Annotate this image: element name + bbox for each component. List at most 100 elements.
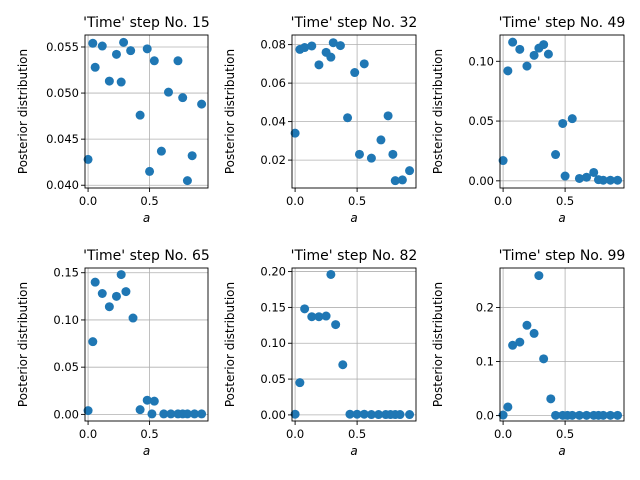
- data-point: [88, 337, 98, 347]
- data-point: [522, 320, 532, 330]
- data-point: [197, 409, 207, 419]
- data-point: [390, 176, 400, 186]
- data-point: [335, 41, 345, 51]
- y-tick-label: 0.00: [468, 174, 494, 188]
- subplot-title: 'Time' step No. 65: [83, 248, 210, 264]
- data-point: [83, 154, 93, 164]
- data-point: [605, 410, 615, 420]
- y-tick-label: 0.055: [46, 40, 79, 54]
- data-point: [97, 289, 107, 298]
- x-axis-label: a: [143, 211, 150, 225]
- x-tick-label: 0.5: [140, 194, 158, 208]
- data-point: [551, 410, 561, 420]
- data-point: [314, 60, 324, 70]
- data-point: [558, 118, 568, 128]
- subplot-4: 0.0 0.5 0.00 0.05 0.10 0.15 'Time' step No. 65…: [16, 248, 210, 458]
- x-tick-label: 0.0: [286, 427, 304, 441]
- data-point: [498, 156, 508, 166]
- data-point: [300, 304, 310, 314]
- data-point: [503, 66, 513, 76]
- x-tick-label: 0.0: [494, 427, 512, 441]
- data-point: [354, 149, 364, 159]
- data-point: [352, 409, 362, 419]
- data-point: [338, 360, 348, 370]
- data-point: [314, 312, 324, 322]
- data-point: [405, 166, 415, 176]
- data-point: [567, 410, 577, 420]
- y-axis-label: Posterior distribution: [431, 49, 445, 174]
- x-axis-label: a: [350, 444, 357, 458]
- data-point: [104, 302, 114, 312]
- data-point: [613, 175, 623, 185]
- data-point: [589, 167, 599, 177]
- data-point: [503, 402, 513, 412]
- data-point: [126, 46, 136, 56]
- data-point: [159, 409, 169, 419]
- data-point: [135, 405, 145, 415]
- data-point: [104, 76, 114, 86]
- data-point: [350, 68, 360, 78]
- data-point: [613, 410, 623, 420]
- data-point: [359, 59, 369, 69]
- data-point: [546, 394, 556, 404]
- data-point: [182, 409, 192, 419]
- data-point: [197, 99, 207, 109]
- data-point: [605, 175, 615, 185]
- data-point: [539, 354, 549, 364]
- data-point: [290, 128, 300, 138]
- data-point: [111, 49, 121, 59]
- x-tick-label: 0.5: [556, 427, 574, 441]
- y-tick-label: 0.045: [46, 132, 79, 146]
- subplot-title: 'Time' step No. 32: [291, 15, 418, 31]
- data-point: [326, 269, 336, 279]
- x-tick-label: 0.0: [286, 194, 304, 208]
- data-point: [142, 395, 152, 405]
- data-point: [145, 166, 155, 176]
- x-axis-label: a: [558, 444, 565, 458]
- x-tick-label: 0.5: [140, 427, 158, 441]
- data-point: [560, 171, 570, 181]
- data-point: [307, 312, 317, 322]
- data-point: [405, 410, 415, 420]
- data-point: [508, 340, 518, 350]
- data-point: [116, 77, 126, 87]
- x-tick-label: 0.5: [348, 427, 366, 441]
- subplot-6: 0.0 0.5 0.0 0.1 0.2 'Time' step No. 99 a Poster…: [431, 248, 625, 458]
- data-point: [326, 52, 336, 62]
- data-point: [290, 409, 300, 419]
- data-point: [166, 409, 176, 419]
- data-point: [498, 410, 508, 420]
- data-point: [83, 406, 93, 416]
- data-point: [515, 337, 525, 347]
- axes-frame: [499, 34, 625, 189]
- x-axis-label: a: [558, 211, 565, 225]
- y-axis-label: Posterior distribution: [223, 282, 237, 407]
- subplot-5: 0.0 0.5 0.00 0.05 0.10 0.15 0.20 'Time' step No…: [223, 248, 417, 458]
- subplot-2: 0.0 0.5 0.02 0.04 0.06 0.08 'Time' step No. 32…: [223, 15, 417, 225]
- y-axis-label: Posterior distribution: [431, 282, 445, 407]
- y-tick-label: 0.15: [53, 266, 79, 280]
- x-tick-label: 0.5: [556, 194, 574, 208]
- axes-frame: [84, 267, 209, 422]
- axes-frame: [291, 34, 417, 189]
- data-point: [397, 175, 407, 185]
- y-tick-label: 0.05: [53, 360, 79, 374]
- data-point: [331, 320, 341, 330]
- data-point: [366, 410, 376, 420]
- data-point: [551, 150, 561, 160]
- data-point: [300, 43, 310, 53]
- data-point: [135, 110, 145, 120]
- x-tick-label: 0.0: [79, 194, 97, 208]
- data-point: [598, 410, 608, 420]
- data-point: [90, 62, 100, 72]
- x-tick-label: 0.0: [79, 427, 97, 441]
- data-point: [149, 396, 159, 406]
- x-tick-label: 0.5: [348, 194, 366, 208]
- data-point: [359, 409, 369, 419]
- data-point: [97, 41, 107, 51]
- data-point: [187, 151, 197, 161]
- data-point: [383, 111, 393, 121]
- y-tick-label: 0.050: [46, 86, 79, 100]
- y-tick-label: 0.20: [260, 265, 286, 279]
- subplot-title: 'Time' step No. 49: [499, 15, 626, 31]
